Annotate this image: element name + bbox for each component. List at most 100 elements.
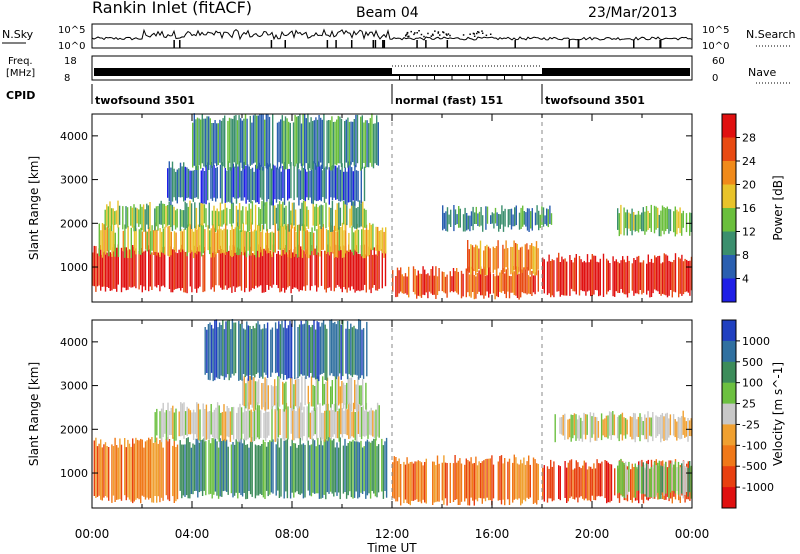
data-stripe [181, 166, 183, 198]
data-stripe [250, 208, 252, 230]
colorbar-title: Power [dB] [771, 175, 785, 240]
data-stripe [301, 223, 304, 258]
data-stripe [287, 168, 289, 201]
nsearch-dot [481, 30, 483, 32]
data-stripe [331, 116, 333, 171]
data-stripe [194, 202, 196, 229]
data-stripe [356, 329, 358, 376]
nsky-panel: N.Sky 10^5 10^0 10^5 10^0 N.Search [2, 23, 796, 52]
data-stripe [319, 166, 321, 200]
data-stripe [606, 258, 608, 295]
data-stripe [365, 224, 368, 256]
data-stripe [247, 230, 249, 251]
data-stripe [352, 439, 354, 499]
data-stripe [338, 320, 341, 374]
data-stripe [220, 228, 222, 254]
data-stripe [254, 204, 257, 232]
data-stripe [96, 253, 99, 287]
nsearch-dot [414, 32, 416, 34]
data-stripe [289, 122, 291, 167]
data-stripe [195, 165, 198, 198]
data-stripe [310, 327, 312, 373]
data-stripe [141, 439, 143, 496]
data-stripe [211, 210, 214, 226]
data-stripe [240, 438, 242, 495]
data-stripe [607, 415, 609, 439]
data-stripe [298, 379, 300, 409]
data-stripe [285, 225, 288, 253]
data-stripe [462, 273, 464, 297]
data-stripe [189, 410, 192, 435]
data-stripe [249, 232, 251, 256]
data-stripe [255, 230, 257, 258]
data-stripe [207, 162, 209, 201]
data-stripe [214, 438, 217, 492]
data-stripe [480, 266, 482, 296]
data-stripe [158, 203, 161, 225]
data-stripe [245, 444, 247, 500]
data-stripe [606, 460, 608, 504]
data-stripe [229, 209, 231, 224]
data-stripe [372, 410, 374, 437]
cpid-label: CPID [6, 89, 35, 102]
data-stripe [179, 209, 182, 231]
data-stripe [586, 469, 589, 501]
data-stripe [343, 245, 345, 287]
data-stripe [677, 461, 680, 495]
data-stripe [162, 228, 164, 254]
data-stripe [518, 273, 520, 300]
data-stripe [355, 441, 357, 492]
data-stripe [330, 165, 332, 198]
data-stripe [448, 214, 450, 225]
nsearch-dot [406, 31, 409, 34]
data-stripe [106, 204, 108, 226]
data-stripe [156, 252, 158, 288]
data-stripe [633, 258, 635, 296]
data-stripe [422, 266, 424, 295]
data-stripe [365, 382, 367, 410]
data-stripe [375, 254, 377, 291]
data-stripe [135, 437, 137, 500]
data-stripe [202, 225, 204, 254]
data-stripe [209, 230, 211, 255]
data-stripe [111, 253, 113, 291]
data-stripe [321, 227, 323, 250]
data-stripe [195, 438, 197, 491]
data-stripe [319, 326, 322, 375]
data-stripe [494, 276, 496, 300]
data-stripe [316, 229, 318, 255]
data-stripe [484, 459, 487, 502]
data-stripe [441, 462, 443, 501]
data-stripe [110, 208, 113, 232]
data-stripe [296, 116, 298, 164]
nsearch-dot [442, 31, 444, 33]
data-stripe [200, 202, 202, 226]
colorbar-tick-label: 16 [742, 202, 756, 215]
data-stripe [107, 206, 110, 228]
data-stripe [200, 440, 202, 492]
data-stripe [293, 249, 295, 288]
data-stripe [346, 409, 348, 436]
data-stripe [115, 210, 118, 225]
data-stripe [567, 419, 569, 440]
data-stripe [616, 416, 619, 439]
data-stripe [270, 329, 272, 377]
data-stripe [647, 464, 649, 498]
data-stripe [223, 228, 225, 254]
data-stripe [363, 166, 366, 202]
data-stripe [393, 456, 395, 499]
data-stripe [149, 439, 151, 499]
data-stripe [272, 244, 275, 285]
data-stripe [208, 116, 210, 170]
data-stripe [680, 416, 683, 439]
data-stripe [542, 207, 545, 227]
data-stripe [307, 440, 309, 491]
data-stripe [254, 381, 257, 410]
data-stripe [450, 209, 452, 227]
data-stripe [349, 208, 351, 228]
data-stripe [319, 225, 321, 257]
data-stripe [285, 440, 287, 492]
data-stripe [456, 462, 458, 500]
data-stripe [335, 231, 337, 257]
data-stripe [559, 417, 561, 434]
